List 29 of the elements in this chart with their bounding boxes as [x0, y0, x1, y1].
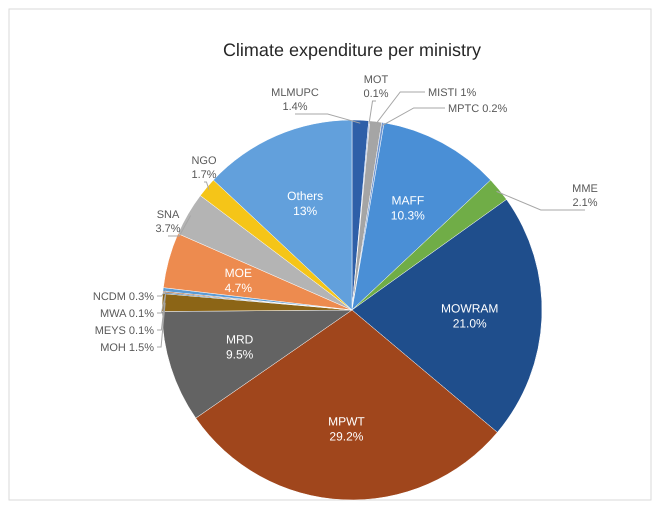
slice-label: MLMUPC — [271, 87, 319, 99]
chart-title: Climate expenditure per ministry — [222, 40, 482, 60]
data-label: 9.5% — [226, 348, 254, 362]
slice-label: MWA 0.1% — [100, 308, 154, 320]
slice-label: MISTI 1% — [428, 87, 477, 99]
data-label: 4.7% — [224, 281, 252, 296]
slice-label: SNA — [156, 209, 180, 221]
slice-label: MPWT — [328, 414, 366, 429]
data-label: 3.7% — [155, 223, 181, 235]
slice-label: MAFF — [391, 193, 424, 208]
slice-label: NGO — [191, 155, 217, 167]
slice-label: MOT — [364, 74, 388, 86]
slice-label: NCDM 0.3% — [92, 291, 154, 303]
data-label: 1.4% — [282, 101, 308, 113]
slice-label: MEYS 0.1% — [94, 325, 154, 337]
data-label: 2.1% — [572, 197, 598, 209]
slice-label: MME — [572, 183, 598, 195]
data-label: 1.7% — [191, 169, 217, 181]
data-label: 10.3% — [390, 208, 426, 222]
slice-label: MOE — [224, 266, 252, 280]
slice-label: MPTC 0.2% — [448, 103, 508, 115]
slice-label: MOH 1.5% — [100, 342, 154, 354]
data-label: 0.1% — [363, 88, 389, 100]
data-label: 29.2% — [329, 430, 364, 444]
slice-label: MOWRAM — [441, 302, 498, 316]
data-label: 21.0% — [452, 316, 488, 331]
slice-label: Others — [287, 188, 324, 203]
data-label: 13% — [293, 204, 318, 218]
slice-label: MRD — [226, 332, 254, 347]
